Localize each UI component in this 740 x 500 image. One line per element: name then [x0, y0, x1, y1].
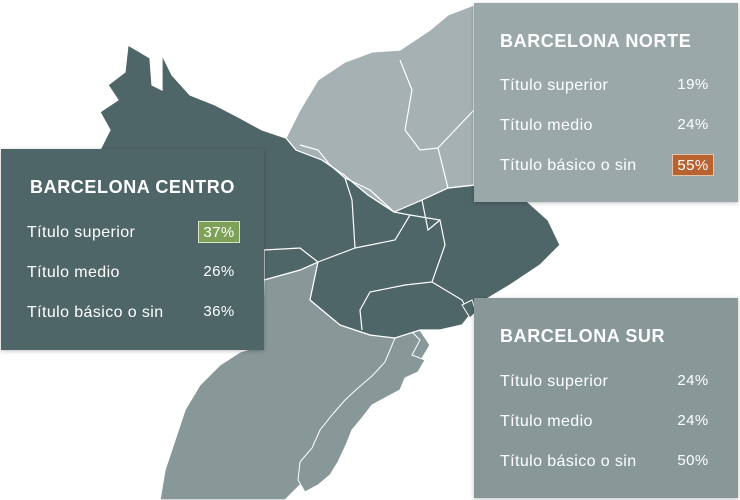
panel-barcelona-norte: BARCELONA NORTE Título superior 19% Títu… — [474, 3, 738, 202]
row-titulo-medio: Título medio 24% — [500, 410, 714, 434]
row-titulo-superior: Título superior 19% — [500, 74, 714, 98]
panel-barcelona-sur: BARCELONA SUR Título superior 24% Título… — [474, 298, 738, 498]
row-value: 24% — [677, 116, 709, 133]
row-label: Título básico o sin — [500, 157, 637, 174]
row-label: Título superior — [27, 224, 136, 241]
row-value: 19% — [677, 76, 709, 93]
row-titulo-medio: Título medio 26% — [27, 261, 240, 285]
row-label: Título básico o sin — [500, 453, 637, 470]
row-titulo-basico: Título básico o sin 55% — [500, 154, 714, 178]
row-titulo-medio: Título medio 24% — [500, 114, 714, 138]
row-value: 36% — [203, 303, 235, 320]
value-badge-highlight: 55% — [672, 154, 714, 176]
row-label: Título superior — [500, 77, 609, 94]
row-value: 50% — [677, 452, 709, 469]
row-titulo-superior: Título superior 37% — [27, 221, 240, 245]
region-port — [297, 329, 426, 493]
panel-title: BARCELONA SUR — [500, 326, 666, 346]
row-titulo-superior: Título superior 24% — [500, 370, 714, 394]
row-value: 24% — [677, 372, 709, 389]
row-label: Título medio — [27, 264, 120, 281]
row-label: Título medio — [500, 413, 593, 430]
row-label: Título básico o sin — [27, 304, 164, 321]
row-label: Título medio — [500, 117, 593, 134]
panel-barcelona-centro: BARCELONA CENTRO Título superior 37% Tít… — [1, 149, 264, 350]
row-value: 26% — [203, 263, 235, 280]
row-label: Título superior — [500, 373, 609, 390]
value-badge-highlight: 37% — [198, 221, 240, 243]
row-titulo-basico: Título básico o sin 36% — [27, 301, 240, 325]
row-titulo-basico: Título básico o sin 50% — [500, 450, 714, 474]
panel-title: BARCELONA CENTRO — [30, 177, 235, 197]
panel-title: BARCELONA NORTE — [500, 31, 692, 51]
row-value: 24% — [677, 412, 709, 429]
